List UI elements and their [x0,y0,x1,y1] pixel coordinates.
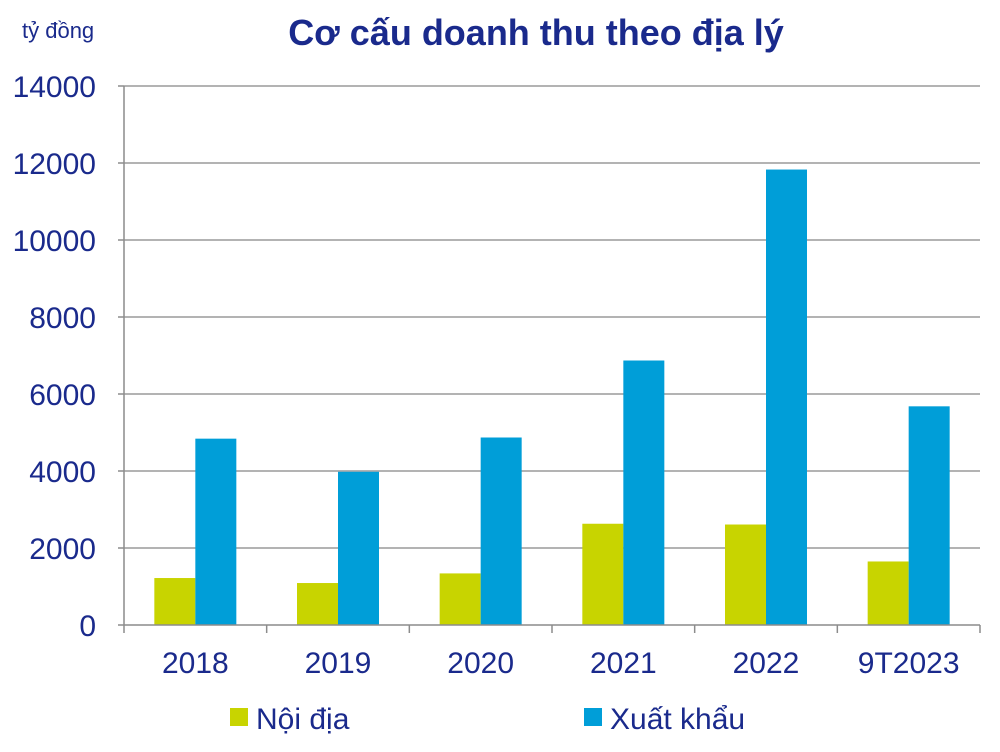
bar-noi-dia-2019 [297,583,338,625]
gridlines [124,85,980,549]
x-tick-label: 2020 [447,647,514,680]
bar-noi-dia-2018 [154,578,196,625]
bar-xuat-khau-9t2023 [908,406,950,625]
y-tick-label: 14000 [13,71,96,104]
bar-xuat-khau-2021 [623,360,665,625]
y-tick-label: 10000 [13,225,96,258]
x-tick-label: 2018 [162,647,229,680]
bar-noi-dia-2022 [725,524,766,625]
x-tick-label: 2022 [733,647,800,680]
bar-noi-dia-2020 [439,573,481,625]
bars [154,169,950,626]
bar-xuat-khau-2018 [195,438,237,625]
bar-noi-dia-2021 [582,523,624,625]
y-tick-label: 6000 [29,379,96,412]
y-tick-label: 2000 [29,533,96,566]
bar-xuat-khau-2019 [338,471,379,625]
x-tick-label: 2019 [305,647,372,680]
y-tick-label: 8000 [29,302,96,335]
x-tick-label: 2021 [590,647,657,680]
x-axis-ticks: 2018 2019 2020 2021 2022 9T2023 [162,647,960,680]
legend-swatch-xuat-khau [584,708,602,726]
y-tick-label: 12000 [13,148,96,181]
legend-swatch-noi-dia [230,708,248,726]
chart-title: Cơ cấu doanh thu theo địa lý [288,12,784,53]
legend-label-noi-dia: Nội địa [256,703,350,736]
y-tick-label: 4000 [29,456,96,489]
y-axis-ticks: 0 2000 4000 6000 8000 10000 12000 14000 [13,71,96,643]
legend: Nội địa Xuất khẩu [230,703,745,736]
y-tick-label: 0 [79,610,96,643]
bar-xuat-khau-2022 [766,169,807,626]
legend-label-xuat-khau: Xuất khẩu [610,703,745,736]
axes [118,85,981,633]
bar-xuat-khau-2020 [480,437,522,625]
y-unit-label: tỷ đồng [22,18,94,43]
bar-noi-dia-9t2023 [867,561,909,625]
x-tick-label: 9T2023 [858,647,960,680]
